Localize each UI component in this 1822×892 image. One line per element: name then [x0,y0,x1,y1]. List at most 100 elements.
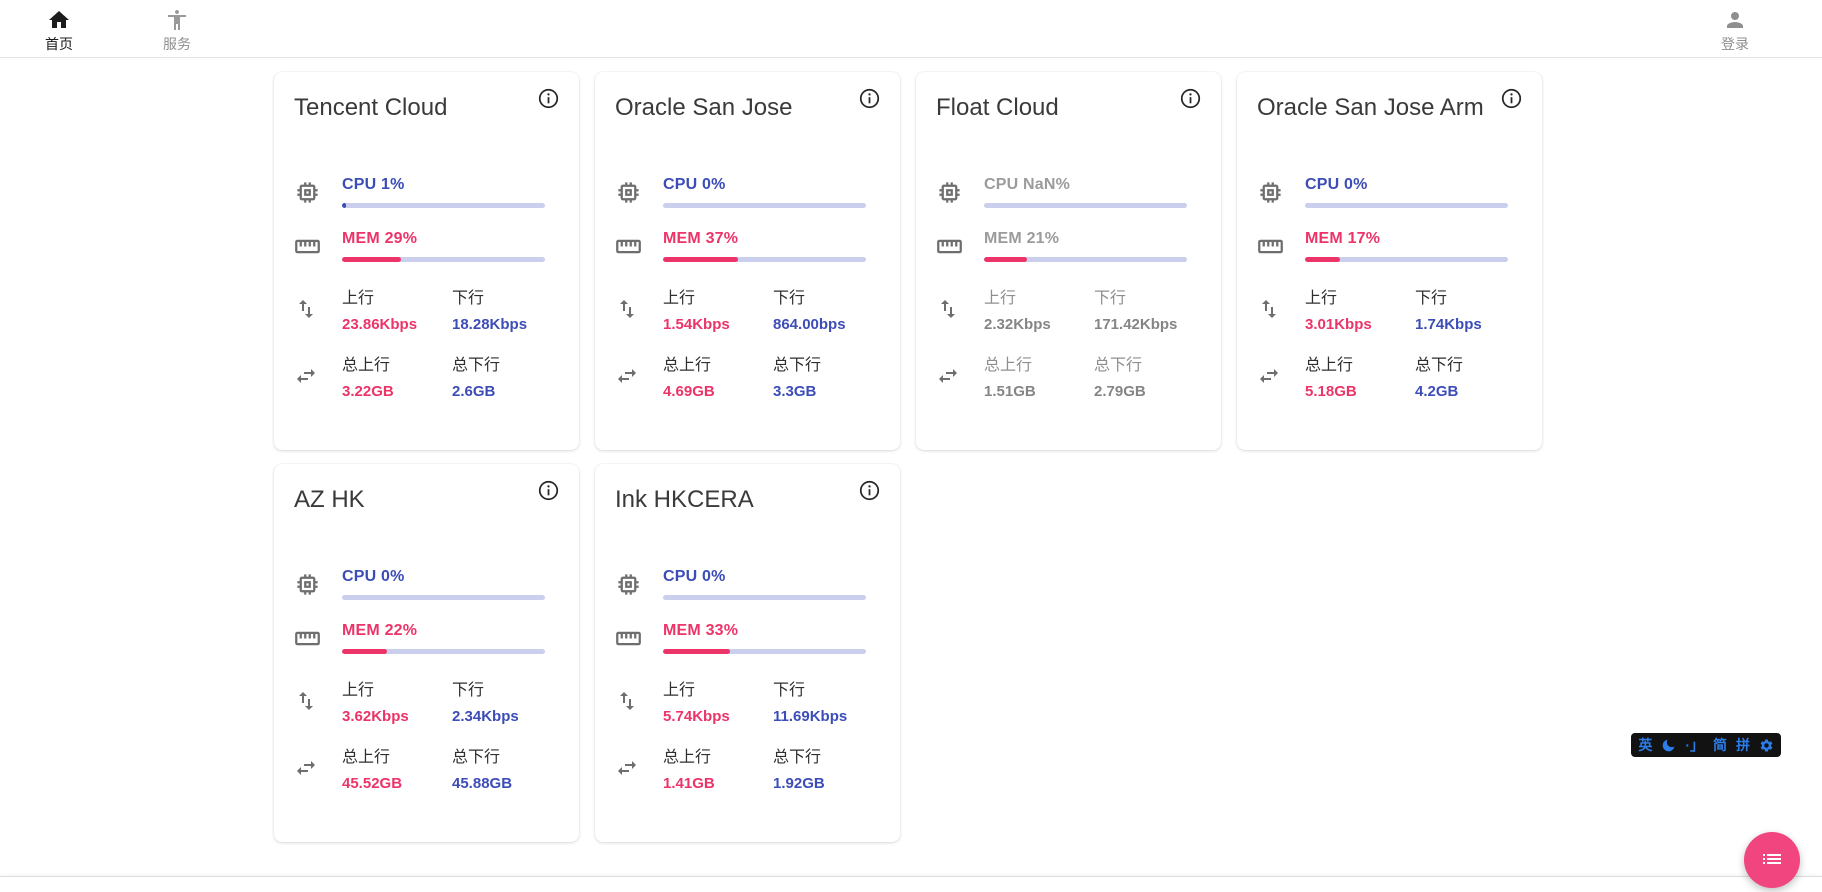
nav-item-login[interactable]: 登录 [1676,0,1794,58]
total-upload: 总上行 45.52GB [342,743,452,792]
total-download-value: 45.88GB [452,775,513,792]
server-card: Ink HKCERA CPU 0% [595,464,900,842]
download-speed: 下行 18.28Kbps [452,284,545,333]
memory-ruler-icon [1257,233,1305,260]
upload-speed: 上行 5.74Kbps [663,676,773,725]
ime-language-indicator[interactable]: 英 [1638,737,1653,753]
nav-left-group: 首页 服务 [0,0,236,58]
ime-simplified-indicator[interactable]: 简 [1713,737,1727,753]
info-icon[interactable] [1501,88,1522,114]
total-download-value: 1.92GB [773,775,825,792]
total-upload-value: 3.22GB [342,383,394,400]
swap-vert-icon [615,689,663,713]
total-row: 总上行 5.18GB 总下行 4.2GB [1257,351,1522,400]
cpu-progress-track [984,203,1187,208]
info-icon[interactable] [538,480,559,506]
card-stats: CPU 0% MEM 22% [294,568,559,810]
download-value: 18.28Kbps [452,316,528,333]
services-icon [165,8,189,32]
download-label: 下行 [452,682,485,699]
mem-row: MEM 21% [936,230,1201,262]
server-name: Oracle San Jose [615,94,793,121]
speed-row: 上行 2.32Kbps 下行 171.42Kbps [936,284,1201,333]
cpu-usage-text: CPU 0% [342,568,405,585]
mem-row: MEM 37% [615,230,880,262]
total-upload-label: 总上行 [342,357,391,374]
total-download-label: 总下行 [452,357,501,374]
cpu-row: CPU NaN% [936,176,1201,208]
speed-row: 上行 23.86Kbps 下行 18.28Kbps [294,284,559,333]
total-upload-value: 5.18GB [1305,383,1357,400]
total-upload-label: 总上行 [663,749,712,766]
cpu-usage-text: CPU 0% [663,568,726,585]
server-card-grid: Tencent Cloud CPU 1% [274,72,1822,842]
memory-ruler-icon [615,233,663,260]
card-header: Ink HKCERA [615,480,880,516]
nav-item-home[interactable]: 首页 [0,0,118,58]
download-speed: 下行 864.00bps [773,284,866,333]
info-icon[interactable] [859,88,880,114]
card-stats: CPU 0% MEM 37% [615,176,880,418]
speed-row: 上行 5.74Kbps 下行 11.69Kbps [615,676,880,725]
total-upload: 总上行 1.41GB [663,743,773,792]
mem-progress-track [663,649,866,654]
total-download: 总下行 1.92GB [773,743,866,792]
total-upload-label: 总上行 [1305,357,1354,374]
mem-usage-text: MEM 29% [342,230,418,247]
server-name: Float Cloud [936,94,1059,121]
mem-usage-text: MEM 22% [342,622,418,639]
card-stats: CPU 0% MEM 33% [615,568,880,810]
card-header: Tencent Cloud [294,88,559,124]
server-name: AZ HK [294,486,365,513]
mem-progress-track [663,257,866,262]
nav-item-services[interactable]: 服务 [118,0,236,58]
cpu-row: CPU 0% [294,568,559,600]
download-value: 1.74Kbps [1415,316,1482,333]
total-row: 总上行 4.69GB 总下行 3.3GB [615,351,880,400]
cpu-usage-text: CPU 0% [1305,176,1368,193]
moon-icon[interactable] [1661,738,1676,753]
server-list-fab[interactable] [1744,832,1800,888]
mem-progress-bar [663,257,739,262]
server-card: AZ HK CPU 0% [274,464,579,842]
nav-item-label: 服务 [163,35,191,52]
server-card: Oracle San Jose CPU 0% [595,72,900,450]
ime-punctuation-indicator[interactable]: ·」 [1685,737,1704,753]
ime-pinyin-indicator[interactable]: 拼 [1736,737,1750,753]
info-icon[interactable] [859,480,880,506]
cpu-row: CPU 0% [1257,176,1522,208]
upload-label: 上行 [984,290,1017,307]
mem-progress-bar [663,649,730,654]
mem-progress-track [984,257,1187,262]
cpu-progress-track [1305,203,1508,208]
mem-row: MEM 17% [1257,230,1522,262]
info-icon[interactable] [538,88,559,114]
info-icon[interactable] [1180,88,1201,114]
mem-progress-bar [342,257,401,262]
upload-speed: 上行 3.62Kbps [342,676,452,725]
upload-value: 23.86Kbps [342,316,418,333]
download-value: 171.42Kbps [1094,316,1178,333]
total-upload: 总上行 5.18GB [1305,351,1415,400]
swap-vert-icon [294,297,342,321]
cpu-usage-text: CPU 1% [342,176,405,193]
mem-progress-bar [984,257,1027,262]
gear-icon[interactable] [1759,738,1774,753]
card-stats: CPU 0% MEM 17% [1257,176,1522,418]
speed-row: 上行 1.54Kbps 下行 864.00bps [615,284,880,333]
cpu-chip-icon [936,179,984,206]
server-card: Oracle San Jose Arm CPU 0% [1237,72,1542,450]
card-header: AZ HK [294,480,559,516]
ime-toolbar: 英 ·」 简 拼 [1631,733,1781,757]
swap-vert-icon [1257,297,1305,321]
mem-row: MEM 33% [615,622,880,654]
download-value: 11.69Kbps [773,708,848,725]
speed-row: 上行 3.62Kbps 下行 2.34Kbps [294,676,559,725]
total-download-label: 总下行 [452,749,501,766]
upload-speed: 上行 3.01Kbps [1305,284,1415,333]
swap-vert-icon [615,297,663,321]
card-header: Float Cloud [936,88,1201,124]
total-row: 总上行 45.52GB 总下行 45.88GB [294,743,559,792]
total-upload-value: 1.51GB [984,383,1036,400]
total-row: 总上行 1.51GB 总下行 2.79GB [936,351,1201,400]
